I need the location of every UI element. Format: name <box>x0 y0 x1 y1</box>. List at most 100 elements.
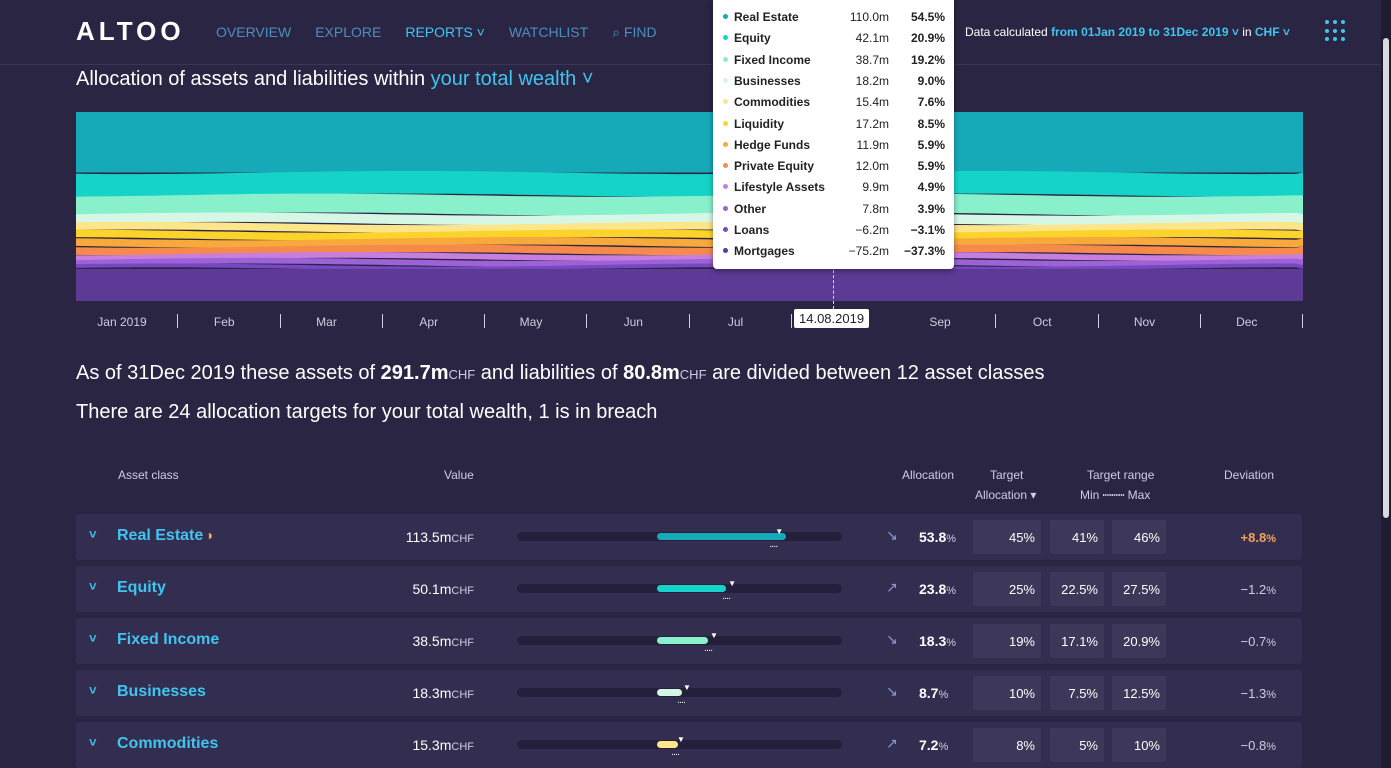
header-target-range[interactable]: Target range <box>1087 468 1155 482</box>
tooltip-series-name: Lifestyle Assets <box>734 180 825 195</box>
tooltip-row: Private Equity 12.0m 5.9% <box>713 156 954 176</box>
scrollbar-thumb[interactable] <box>1383 38 1389 518</box>
tooltip-series-percent: 4.9% <box>917 180 945 195</box>
table-row[interactable]: ˅ Equity 50.1mCHF ▼ ․․․․ ↗ 23.8% 25% 22.5% 27.5% −… <box>76 566 1302 612</box>
expand-chevron-icon[interactable]: ˅ <box>89 579 97 594</box>
tooltip-series-percent: −3.1% <box>910 223 945 237</box>
header-deviation[interactable]: Deviation <box>1224 468 1275 482</box>
summary-line-1: As of 31Dec 2019 these assets of 291.7mC… <box>76 362 1045 385</box>
x-tick-label: Jan 2019 <box>97 315 147 329</box>
table-row[interactable]: ˅ Real Estate ◗ 113.5mCHF ▼ ․․․․ ↘ 53.8% 45% 41% 4… <box>76 514 1302 560</box>
area-series-liquidity[interactable] <box>76 229 1303 241</box>
allocation-bar-fill <box>657 689 682 696</box>
target-allocation-input[interactable]: 8% <box>973 728 1041 762</box>
current-allocation: 18.3% <box>919 633 957 649</box>
tooltip-series-name: Mortgages <box>734 244 795 259</box>
expand-chevron-icon[interactable]: ˅ <box>89 527 97 542</box>
target-allocation-input[interactable]: 10% <box>973 676 1041 710</box>
x-tick-label: May <box>519 315 543 329</box>
allocation-bar-track: ▼ ․․․․ <box>517 527 842 549</box>
nav-explore[interactable]: EXPLORE <box>315 24 382 40</box>
target-max-input[interactable]: 10% <box>1112 728 1166 762</box>
area-series-commodities[interactable] <box>76 221 1303 233</box>
asset-class-name[interactable]: Equity <box>117 579 166 596</box>
area-series-real-estate[interactable] <box>76 112 1303 173</box>
tooltip-series-name: Fixed Income <box>734 52 811 67</box>
nav-overview[interactable]: OVERVIEW <box>216 24 292 40</box>
legend-dot-icon <box>723 141 728 147</box>
header-target[interactable]: Target <box>990 468 1024 482</box>
assets-currency: CHF <box>448 367 476 382</box>
nav-reports[interactable]: REPORTS ˅ <box>405 24 485 40</box>
target-max-input[interactable]: 20.9% <box>1112 624 1166 658</box>
asset-value: 18.3mCHF <box>412 685 474 701</box>
area-series-fixed-income[interactable] <box>76 193 1303 216</box>
asset-class-name[interactable]: Businesses <box>117 683 206 700</box>
tooltip-series-value: 9.9m <box>862 180 889 195</box>
tooltip-row: Lifestyle Assets 9.9m 4.9% <box>713 177 954 197</box>
expand-chevron-icon[interactable]: ˅ <box>89 735 97 750</box>
target-min-input[interactable]: 17.1% <box>1050 624 1104 658</box>
header-range-minmax: Min ┉┉┉ Max <box>1080 488 1151 502</box>
nav-find[interactable]: ⌕ FIND <box>612 24 657 40</box>
table-row[interactable]: ˅ Commodities 15.3mCHF ▼ ․․․․ ↗ 7.2% 8% 5% 10% −0.… <box>76 722 1302 768</box>
area-series-other[interactable] <box>76 257 1303 267</box>
target-allocation-input[interactable]: 19% <box>973 624 1041 658</box>
scrollbar[interactable] <box>1381 0 1391 768</box>
target-marker-icon: ▼ <box>728 579 736 588</box>
target-max-input[interactable]: 46% <box>1112 520 1166 554</box>
target-max-input[interactable]: 27.5% <box>1112 572 1166 606</box>
deviation-value: +8.8% <box>1240 530 1276 545</box>
area-series-mortgages[interactable] <box>76 268 1303 301</box>
trend-arrow-icon: ↘ <box>886 631 898 647</box>
target-min-input[interactable]: 7.5% <box>1050 676 1104 710</box>
asset-class-name[interactable]: Real Estate <box>117 527 204 544</box>
main-menu: OVERVIEW EXPLORE REPORTS ˅ WATCHLIST ⌕ F… <box>216 24 657 41</box>
allocation-bar-fill <box>657 585 726 592</box>
target-allocation-input[interactable]: 45% <box>973 520 1041 554</box>
allocation-bar-fill <box>657 741 678 748</box>
header-asset-class[interactable]: Asset class <box>118 468 179 482</box>
tooltip-series-percent: 19.2% <box>910 52 945 67</box>
target-min-input[interactable]: 22.5% <box>1050 572 1104 606</box>
target-max-input[interactable]: 12.5% <box>1112 676 1166 710</box>
date-range-dropdown[interactable]: from 01Jan 2019 to 31Dec 2019 ˅ <box>1051 25 1239 39</box>
x-tick-label: Jun <box>623 315 643 329</box>
calc-prefix: Data calculated <box>965 25 1048 39</box>
tooltip-series-percent: −37.3% <box>903 244 945 259</box>
expand-chevron-icon[interactable]: ˅ <box>89 631 97 646</box>
header-target-allocation-sort[interactable]: Allocation ▾ <box>975 488 1037 502</box>
table-row[interactable]: ˅ Fixed Income 38.5mCHF ▼ ․․․․ ↘ 18.3% 19% 17.1%… <box>76 618 1302 664</box>
tooltip-row: Commodities 15.4m 7.6% <box>713 92 954 112</box>
currency-dropdown[interactable]: CHF ˅ <box>1254 25 1290 39</box>
header-value[interactable]: Value <box>444 468 474 482</box>
target-min-input[interactable]: 5% <box>1050 728 1104 762</box>
area-series-businesses[interactable] <box>76 212 1303 226</box>
area-series-lifestyle-assets[interactable] <box>76 252 1303 261</box>
wealth-scope-dropdown[interactable]: your total wealth ˅ <box>430 68 594 90</box>
expand-chevron-icon[interactable]: ˅ <box>89 683 97 698</box>
area-series-loans[interactable] <box>76 263 1303 271</box>
tooltip-series-percent: 54.5% <box>910 10 945 24</box>
tooltip-row: Other 7.8m 3.9% <box>713 199 954 219</box>
altoo-logo[interactable]: ALTOO <box>76 16 185 46</box>
table-row[interactable]: ˅ Businesses 18.3mCHF ▼ ․․․․ ↘ 8.7% 10% 7.5% 12.5… <box>76 670 1302 716</box>
target-min-input[interactable]: 41% <box>1050 520 1104 554</box>
asset-class-name[interactable]: Commodities <box>117 735 219 752</box>
nav-watchlist[interactable]: WATCHLIST <box>508 24 589 40</box>
area-series-private-equity[interactable] <box>76 244 1303 256</box>
asset-value: 15.3mCHF <box>412 737 474 753</box>
tooltip-series-name: Commodities <box>734 95 811 110</box>
apps-grid-icon[interactable] <box>1325 20 1347 42</box>
area-series-equity[interactable] <box>76 170 1303 197</box>
area-chart-svg[interactable] <box>76 112 1303 301</box>
target-allocation-input[interactable]: 25% <box>973 572 1041 606</box>
header-allocation[interactable]: Allocation <box>902 468 955 482</box>
asset-class-name[interactable]: Fixed Income <box>117 631 220 648</box>
legend-dot-icon <box>723 248 728 254</box>
allocation-bar-fill <box>657 533 786 540</box>
breach-bell-icon[interactable]: ◗ <box>206 527 215 543</box>
allocation-area-chart[interactable] <box>76 112 1303 301</box>
legend-dot-icon <box>723 163 728 169</box>
current-allocation: 23.8% <box>919 581 957 597</box>
